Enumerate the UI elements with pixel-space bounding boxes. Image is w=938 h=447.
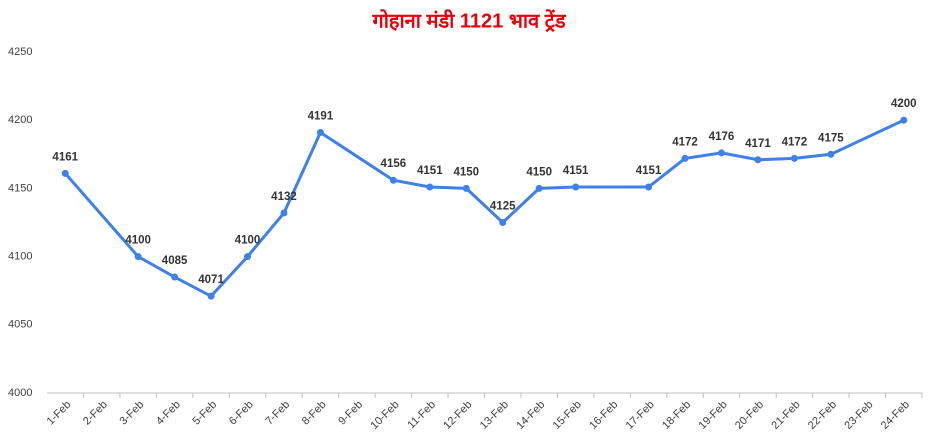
point: [572, 183, 580, 191]
point: [280, 209, 288, 217]
x-tick-label: 5-Feb: [190, 399, 219, 428]
point: [462, 184, 470, 192]
x-tick-label: 16-Feb: [587, 399, 620, 432]
point: [717, 149, 725, 157]
data-label: 4132: [271, 191, 297, 203]
x-tick-label: 7-Feb: [263, 399, 292, 428]
point: [499, 219, 507, 226]
point: [134, 253, 142, 261]
data-label: 4150: [526, 166, 552, 178]
point: [827, 150, 835, 158]
x-tick-label: 22-Feb: [806, 399, 839, 432]
data-label: 4191: [308, 111, 334, 123]
point: [389, 176, 397, 184]
data-label: 4150: [453, 166, 479, 178]
data-label: 4071: [198, 274, 224, 286]
data-label: 4172: [782, 136, 808, 148]
x-tick-label: 19-Feb: [697, 399, 730, 432]
x-tick-label: 15-Feb: [551, 399, 584, 432]
y-tick-label: 4000: [8, 387, 32, 399]
y-tick-label: 4150: [8, 182, 32, 194]
y-tick-label: 4100: [8, 251, 32, 263]
data-label: 4156: [381, 158, 407, 170]
x-tick-label: 4-Feb: [154, 399, 183, 428]
data-label: 4085: [162, 255, 188, 267]
data-label: 4161: [52, 151, 78, 163]
x-tick-label: 3-Feb: [118, 399, 147, 428]
y-tick-label: 4050: [8, 319, 32, 331]
x-tick-label: 8-Feb: [300, 399, 329, 428]
data-label: 4172: [672, 136, 698, 148]
x-tick-label: 17-Feb: [624, 399, 657, 432]
y-tick-label: 4250: [8, 46, 32, 58]
point: [61, 169, 69, 177]
point: [316, 128, 324, 136]
x-tick-label: 1-Feb: [45, 399, 74, 428]
point: [645, 183, 653, 191]
point: [207, 292, 215, 300]
x-tick-label: 6-Feb: [227, 399, 256, 428]
x-tick-label: 24-Feb: [879, 399, 912, 432]
x-tick-label: 18-Feb: [660, 399, 693, 432]
data-label: 4200: [891, 98, 917, 110]
x-tick-label: 21-Feb: [769, 399, 802, 432]
data-label: 4175: [818, 132, 844, 144]
data-label: 4125: [490, 201, 516, 213]
point: [900, 116, 908, 124]
data-label: 4100: [235, 235, 261, 247]
point: [790, 154, 798, 162]
x-tick-label: 23-Feb: [842, 399, 875, 432]
data-label: 4176: [709, 131, 735, 143]
x-tick-label: 10-Feb: [368, 399, 401, 432]
chart-title: गोहाना मंडी 1121 भाव ट्रेंड: [371, 8, 566, 32]
point: [244, 253, 252, 261]
point: [426, 183, 434, 191]
y-tick-label: 4200: [8, 114, 32, 126]
point: [681, 154, 689, 162]
data-label: 4151: [417, 165, 443, 177]
data-label: 4151: [563, 165, 589, 177]
x-tick-label: 14-Feb: [514, 399, 547, 432]
x-tick-label: 11-Feb: [405, 399, 438, 432]
point: [535, 184, 543, 192]
x-tick-label: 9-Feb: [336, 399, 365, 428]
x-tick-label: 13-Feb: [478, 399, 511, 432]
line: [64, 118, 905, 299]
point: [171, 273, 179, 281]
point: [754, 156, 762, 164]
data-label: 4100: [125, 235, 151, 247]
data-label: 4171: [745, 138, 771, 150]
x-tick-label: 20-Feb: [733, 399, 766, 432]
x-tick-label: 2-Feb: [81, 399, 110, 428]
data-label: 4151: [636, 165, 662, 177]
x-tick-label: 12-Feb: [441, 399, 474, 432]
